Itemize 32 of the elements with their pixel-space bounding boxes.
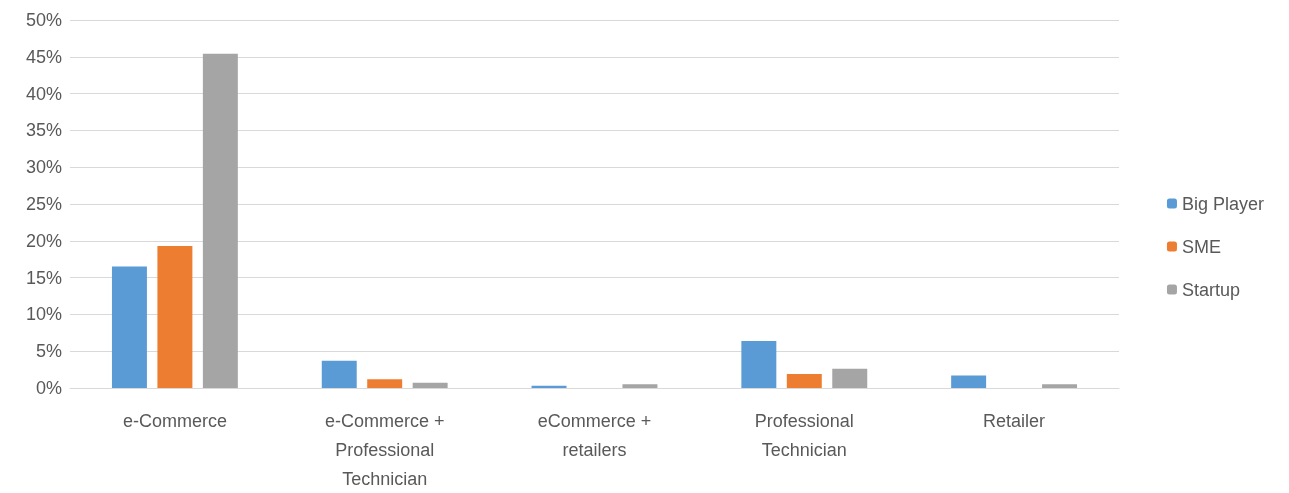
bar bbox=[786, 374, 822, 388]
y-tick-label: 30% bbox=[25, 157, 62, 178]
bar bbox=[622, 384, 658, 388]
y-tick-label: 45% bbox=[25, 46, 62, 67]
x-tick-label: eCommerce + retailers bbox=[537, 410, 652, 460]
y-tick-label: 40% bbox=[25, 83, 62, 104]
y-tick-label: 0% bbox=[35, 378, 62, 398]
x-tick-label: e-Commerce + Professional Technician bbox=[324, 410, 445, 489]
y-tick-label: 35% bbox=[25, 120, 62, 141]
x-tick-label: e-Commerce bbox=[122, 410, 227, 431]
legend-label: Startup bbox=[1181, 279, 1241, 300]
bar bbox=[951, 375, 987, 388]
y-tick-label: 25% bbox=[25, 194, 62, 214]
bar bbox=[1042, 384, 1078, 388]
legend-label: Big Player bbox=[1181, 193, 1265, 214]
bar bbox=[157, 245, 193, 388]
y-tick-label: 10% bbox=[25, 304, 62, 325]
bar bbox=[202, 53, 238, 388]
x-tick-label: Professional Technician bbox=[754, 410, 854, 460]
bar bbox=[741, 340, 777, 388]
y-tick-label: 50% bbox=[25, 10, 62, 30]
bar bbox=[321, 360, 357, 388]
y-tick-label: 5% bbox=[35, 341, 62, 362]
bar bbox=[111, 266, 147, 388]
bar bbox=[832, 368, 868, 388]
x-tick-label: Retailer bbox=[983, 410, 1046, 431]
legend-label: SME bbox=[1181, 236, 1221, 257]
y-tick-label: 20% bbox=[25, 230, 62, 251]
bar bbox=[531, 385, 567, 388]
bar bbox=[412, 382, 448, 388]
bar bbox=[367, 379, 403, 388]
y-tick-label: 15% bbox=[25, 267, 62, 288]
